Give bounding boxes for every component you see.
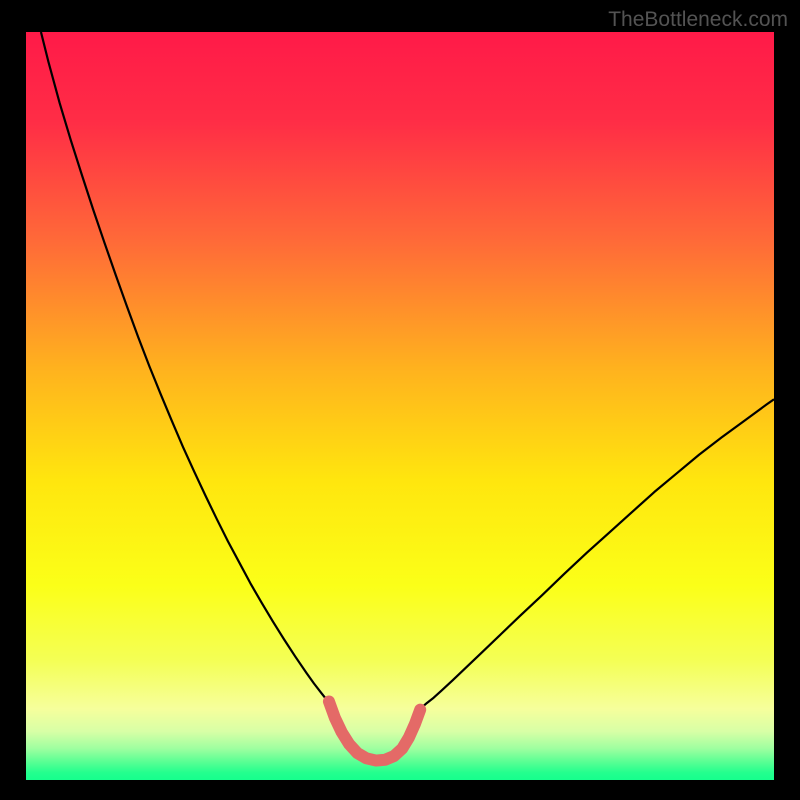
- chart-stage: TheBottleneck.com: [0, 0, 800, 800]
- plot-area: [26, 32, 774, 780]
- plot-svg-layer: [26, 32, 774, 780]
- watermark-label: TheBottleneck.com: [608, 8, 788, 32]
- flat-zone-highlight: [329, 701, 420, 760]
- curve-right: [415, 399, 774, 712]
- curve-left: [41, 32, 337, 712]
